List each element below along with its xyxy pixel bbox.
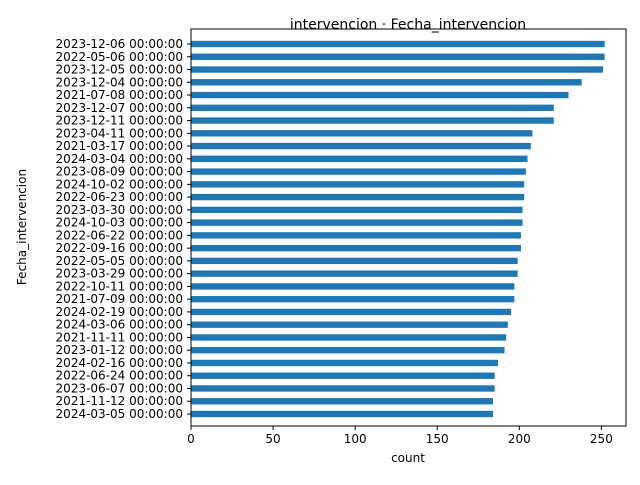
bar (191, 104, 554, 111)
bar (191, 334, 507, 341)
bar (191, 193, 525, 201)
bar (191, 244, 521, 252)
y-tick-label: 2022-09-16 00:00:00 (56, 241, 183, 255)
chart-title: intervencion · Fecha_intervencion (290, 17, 526, 33)
y-tick-label: 2022-10-11 00:00:00 (56, 279, 183, 293)
y-tick-label: 2023-03-29 00:00:00 (56, 267, 183, 281)
bar (191, 283, 515, 290)
y-tick-label: 2023-03-30 00:00:00 (56, 203, 183, 217)
bar (191, 130, 533, 137)
y-tick-label: 2022-06-23 00:00:00 (56, 190, 183, 204)
bar (191, 117, 554, 124)
x-tick-label: 0 (187, 432, 195, 446)
bar (191, 308, 512, 316)
bar (191, 40, 605, 48)
y-tick-label: 2023-08-09 00:00:00 (56, 165, 183, 179)
bar (191, 321, 508, 328)
bars-layer (191, 40, 605, 418)
y-tick-label: 2021-07-08 00:00:00 (56, 88, 183, 102)
bar (191, 181, 525, 188)
bar (191, 257, 518, 265)
bar (191, 91, 569, 99)
y-tick-label: 2021-07-09 00:00:00 (56, 292, 183, 306)
y-tick-label: 2024-02-19 00:00:00 (56, 305, 183, 319)
bar (191, 232, 521, 239)
x-tick-label: 50 (265, 432, 280, 446)
x-tick-label: 250 (590, 432, 613, 446)
bar (191, 219, 523, 226)
y-tick-label: 2021-11-12 00:00:00 (56, 394, 183, 408)
x-tick-label: 150 (426, 432, 449, 446)
y-tick-label: 2023-01-12 00:00:00 (56, 343, 183, 357)
y-tick-label: 2023-12-05 00:00:00 (56, 63, 183, 77)
bar (191, 398, 494, 405)
y-tick-label: 2024-10-02 00:00:00 (56, 177, 183, 191)
bar (191, 155, 528, 163)
y-tick-label: 2023-12-04 00:00:00 (56, 75, 183, 89)
bar (191, 168, 526, 175)
y-tick-label: 2023-04-11 00:00:00 (56, 126, 183, 140)
bar (191, 79, 582, 86)
y-tick-label: 2021-03-17 00:00:00 (56, 139, 183, 153)
bar (191, 295, 515, 303)
bar (191, 53, 605, 60)
y-axis-label: Fecha_intervencion (15, 169, 29, 285)
y-tick-label: 2023-12-07 00:00:00 (56, 101, 183, 115)
y-tick-label: 2023-06-07 00:00:00 (56, 381, 183, 395)
y-tick-label: 2022-06-24 00:00:00 (56, 369, 183, 383)
x-axis-ticks: 0 50 100 150 200 250 (187, 426, 613, 446)
y-tick-label: 2024-03-04 00:00:00 (56, 152, 183, 166)
bar (191, 372, 495, 379)
bar (191, 347, 505, 354)
x-tick-label: 100 (344, 432, 367, 446)
x-tick-label: 200 (508, 432, 531, 446)
plot-frame (190, 28, 627, 427)
y-tick-label: 2024-10-03 00:00:00 (56, 216, 183, 230)
bar (191, 359, 498, 367)
y-tick-label: 2024-03-06 00:00:00 (56, 318, 183, 332)
y-tick-label: 2023-12-06 00:00:00 (56, 37, 183, 51)
x-axis-label: count (391, 451, 425, 465)
bar (191, 270, 518, 277)
y-tick-label: 2022-06-22 00:00:00 (56, 228, 183, 242)
y-tick-label: 2023-12-11 00:00:00 (56, 114, 183, 128)
y-tick-label: 2021-11-11 00:00:00 (56, 330, 183, 344)
bar (191, 206, 523, 214)
bar (191, 66, 604, 73)
bar (191, 410, 494, 418)
y-tick-label: 2024-03-05 00:00:00 (56, 407, 183, 421)
y-tick-label: 2022-05-06 00:00:00 (56, 50, 183, 64)
bar (191, 385, 495, 392)
bar (191, 142, 531, 150)
y-tick-label: 2024-02-16 00:00:00 (56, 356, 183, 370)
y-tick-label: 2022-05-05 00:00:00 (56, 254, 183, 268)
